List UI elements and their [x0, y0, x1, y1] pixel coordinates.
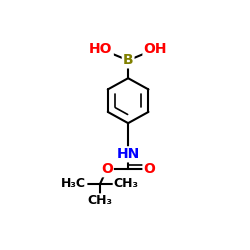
Text: HO: HO — [89, 42, 113, 56]
Text: OH: OH — [144, 42, 167, 56]
Text: B: B — [123, 54, 134, 67]
Text: CH₃: CH₃ — [88, 194, 112, 207]
Text: O: O — [144, 162, 156, 176]
Text: CH₃: CH₃ — [114, 178, 139, 190]
Text: H₃C: H₃C — [62, 178, 86, 190]
Text: HN: HN — [116, 147, 140, 161]
Text: O: O — [101, 162, 113, 176]
